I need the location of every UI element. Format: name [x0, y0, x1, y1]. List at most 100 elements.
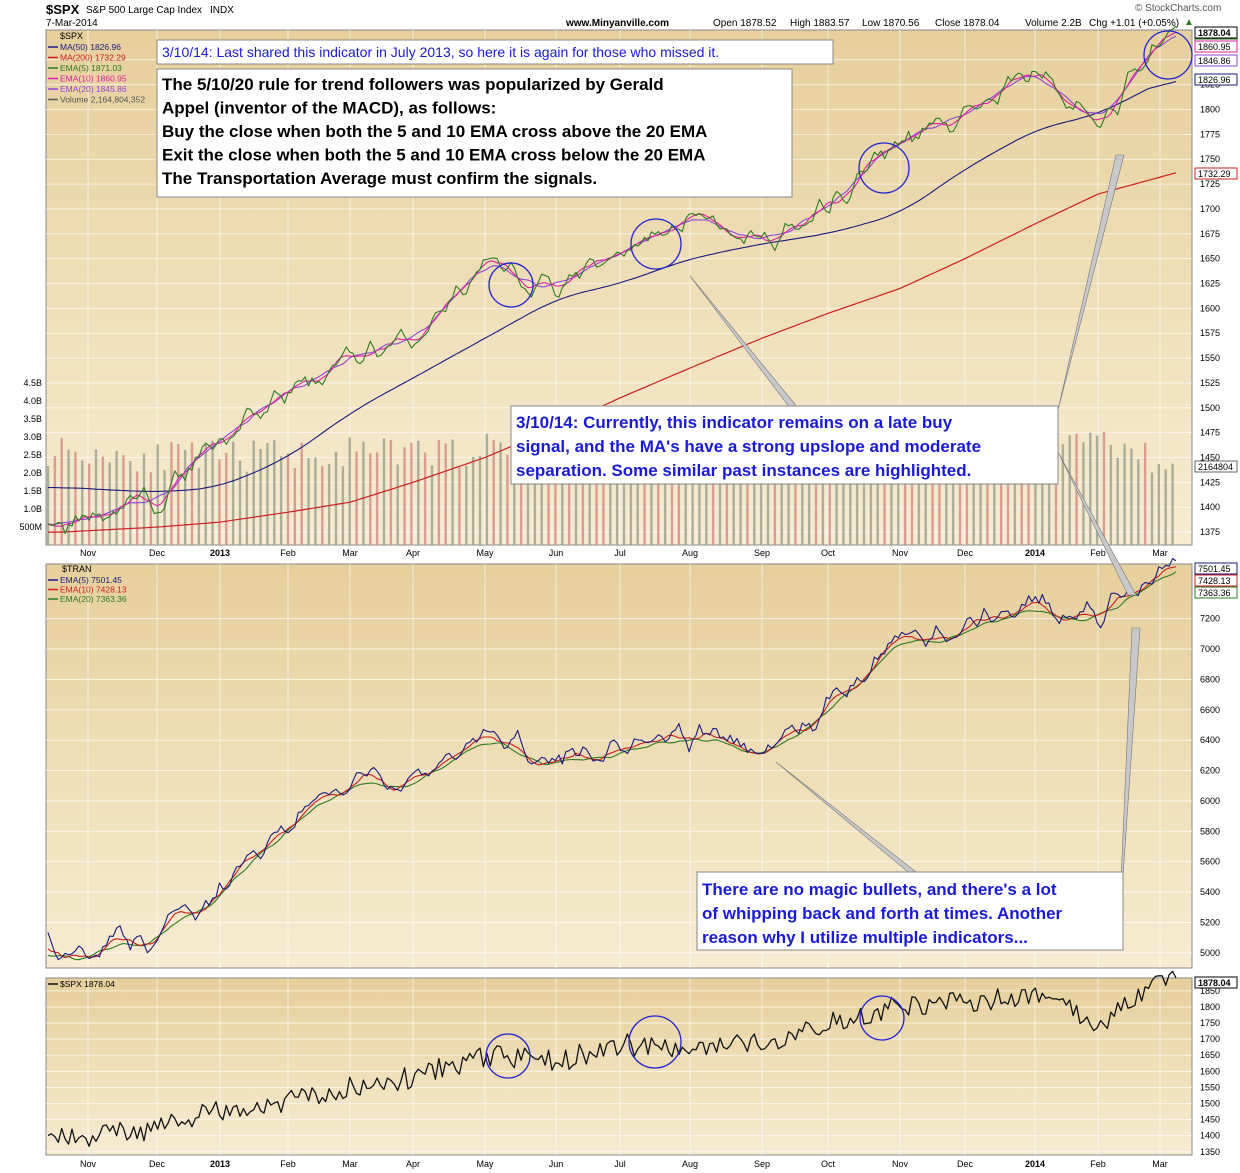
volume-bar: [190, 442, 194, 545]
x-tick-label: Mar: [1152, 1159, 1168, 1169]
volume-bar: [657, 455, 660, 545]
y-tick-label-tran: 5800: [1200, 826, 1220, 836]
volume-bar: [499, 442, 502, 545]
volume-bar: [814, 433, 818, 545]
legend-entry: EMA(20) 7363.36: [60, 594, 127, 604]
y-tick-label-spx: 1600: [1200, 303, 1220, 313]
value-box-spx-box: [1194, 54, 1238, 67]
volume-bar: [156, 444, 159, 545]
volume-bar: [183, 449, 187, 545]
volume-bar: [1068, 435, 1071, 545]
y-tick-label-spx-bottom: 1850: [1200, 986, 1220, 996]
panel-background-p3: [45, 977, 1193, 1156]
y-tick-label-spx: 1700: [1200, 204, 1220, 214]
y-tick-label-tran: 6400: [1200, 735, 1220, 745]
x-tick-label: Jun: [549, 1159, 564, 1169]
volume-bar: [670, 446, 674, 545]
header-low: Low 1870.56: [862, 18, 920, 29]
value-box-spx-bottom-box: [1194, 976, 1238, 989]
volume-bar: [999, 448, 1003, 545]
volume-bar: [430, 465, 434, 545]
legend-entry: $SPX 1878.04: [60, 979, 115, 989]
bullets-line: reason why I utilize multiple indicators…: [702, 928, 1028, 947]
volume-bar: [437, 439, 441, 545]
volume-bar: [74, 451, 77, 545]
volume-tick-label: 4.0B: [23, 396, 42, 406]
volume-bar: [321, 466, 324, 545]
y-tick-label-tran: 5200: [1200, 917, 1220, 927]
rule-line: Appel (inventor of the MACD), as follows…: [162, 99, 496, 118]
y-tick-label-spx: 1575: [1200, 328, 1220, 338]
highlight-circle: [630, 218, 682, 270]
volume-bar: [334, 451, 338, 545]
y-tick-label-spx-bottom: 1700: [1200, 1034, 1220, 1044]
volume-bar: [451, 439, 454, 545]
current-line: separation. Some similar past instances …: [516, 461, 971, 480]
volume-bar: [348, 437, 351, 545]
spx-close-line: [47, 970, 1177, 1147]
y-tick-label-spx: 1800: [1200, 105, 1220, 115]
volume-bar: [225, 452, 228, 545]
y-tick-label-spx-bottom: 1500: [1200, 1099, 1220, 1109]
volume-bar: [67, 449, 70, 545]
volume-bar: [403, 447, 406, 545]
volume-bar: [526, 443, 530, 545]
volume-bar: [684, 461, 687, 545]
y-tick-label-spx: 1725: [1200, 179, 1220, 189]
volume-bar: [478, 455, 482, 545]
volume-bar: [87, 463, 91, 545]
volume-bar: [417, 440, 420, 545]
header-site[interactable]: www.Minyanville.com: [566, 18, 669, 29]
volume-tick-label: 2.5B: [23, 450, 42, 460]
y-tick-label-spx-bottom: 1650: [1200, 1050, 1220, 1060]
volume-tick-label: 2.0B: [23, 468, 42, 478]
volume-bar: [691, 452, 694, 545]
volume-bar: [643, 449, 646, 545]
volume-bar: [149, 472, 153, 545]
highlight-circle: [859, 995, 905, 1041]
value-box-spx: 2164804: [1198, 462, 1233, 472]
volume-bar: [1047, 431, 1051, 545]
volume-bar: [1137, 459, 1140, 545]
x-tick-label: Dec: [957, 548, 974, 558]
volume-bar: [883, 469, 886, 545]
y-tick-label-spx: 1400: [1200, 502, 1220, 512]
value-box-spx-box: [1194, 26, 1238, 39]
rule-line: Exit the close when both the 5 and 10 EM…: [162, 146, 706, 165]
value-box-spx: 1878.04: [1198, 28, 1231, 38]
ema5-line: [47, 25, 1177, 535]
rule-line: The Transportation Average must confirm …: [162, 169, 597, 188]
value-box-tran-box: [1194, 586, 1238, 599]
y-tick-label-spx: 1675: [1200, 229, 1220, 239]
legend-entry: MA(200) 1732.29: [60, 53, 126, 63]
volume-bar: [650, 449, 653, 545]
volume-bar: [1143, 442, 1147, 545]
y-tick-label-tran: 7200: [1200, 614, 1220, 624]
volume-tick-label: 4.5B: [23, 378, 42, 388]
highlight-circle: [1143, 30, 1193, 80]
x-tick-label: Jul: [614, 1159, 626, 1169]
volume-bar: [766, 457, 770, 545]
y-tick-label-spx: 1550: [1200, 353, 1220, 363]
y-tick-label-spx-bottom: 1350: [1200, 1147, 1220, 1157]
volume-bar: [300, 442, 303, 545]
pointer-line: [1057, 451, 1137, 596]
x-tick-label: Apr: [406, 1159, 420, 1169]
x-tick-label: 2014: [1025, 1159, 1045, 1169]
legend-entry: MA(50) 1826.96: [60, 42, 121, 52]
value-box-spx-box: [1194, 460, 1238, 473]
volume-bar: [547, 438, 550, 545]
volume-bar: [780, 448, 783, 545]
volume-bar: [410, 442, 413, 545]
volume-bar: [567, 446, 571, 545]
value-box-spx-box: [1194, 40, 1238, 53]
volume-bar: [869, 444, 873, 545]
value-box-tran-box: [1194, 562, 1238, 575]
x-tick-label: Dec: [149, 1159, 166, 1169]
ma50-line: [47, 80, 1177, 492]
legend-entry: EMA(5) 1871.03: [60, 63, 122, 73]
volume-bar: [108, 462, 111, 545]
volume-bar: [835, 443, 838, 545]
x-tick-label: Sep: [754, 1159, 770, 1169]
volume-bar: [574, 444, 578, 545]
